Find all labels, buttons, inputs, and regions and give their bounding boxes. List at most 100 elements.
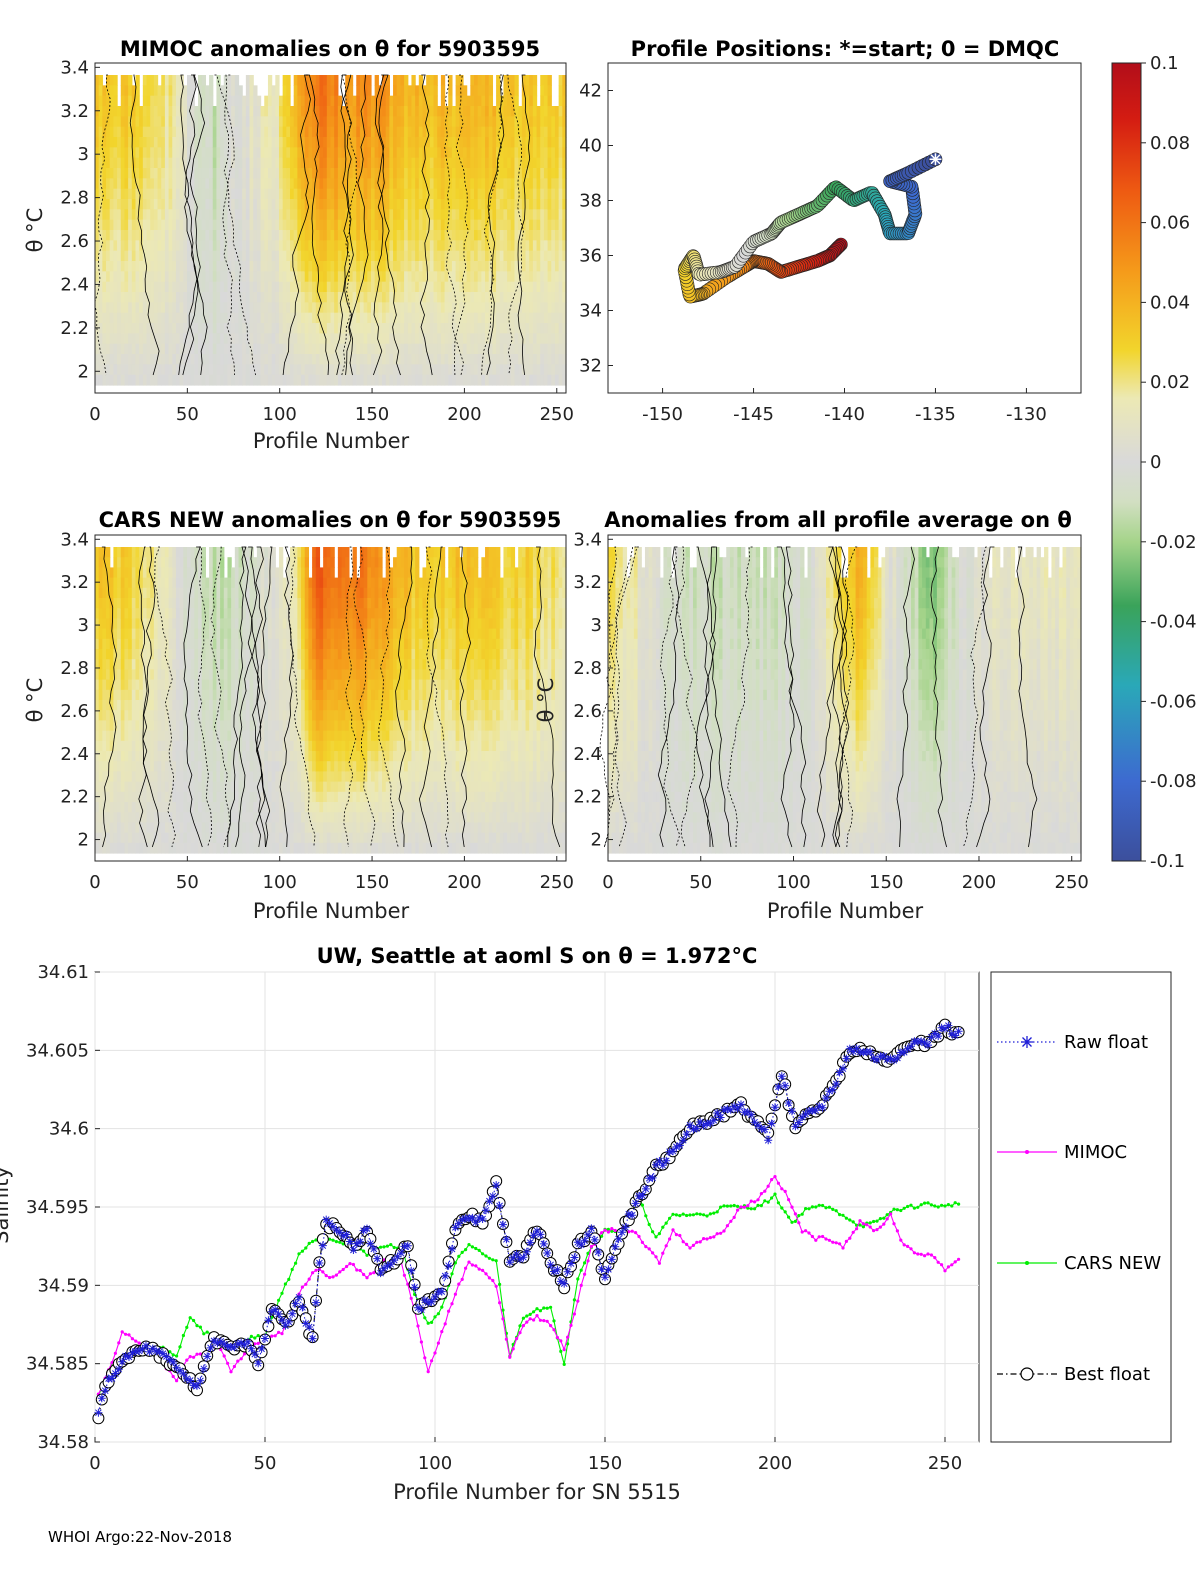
heatmap-cell (348, 75, 354, 86)
heatmap-cell (201, 281, 206, 293)
heatmap-cell (400, 302, 405, 314)
heatmap-cell (220, 333, 225, 345)
heatmap-cell (120, 126, 126, 138)
heatmap-cell (106, 302, 111, 314)
heatmap-cell (267, 354, 273, 365)
heatmap-cell (315, 137, 321, 148)
heatmap-cell (426, 116, 431, 128)
heatmap-cell (356, 116, 361, 128)
heatmap-cell (543, 75, 549, 86)
heatmap-cell (157, 761, 162, 772)
colorbar-tick-label: -0.04 (1150, 612, 1197, 633)
heatmap-cell (301, 230, 306, 241)
heatmap-cell (385, 250, 390, 262)
heatmap-cell (470, 147, 475, 159)
heatmap-cell (175, 659, 181, 670)
heatmap-cell (175, 638, 181, 650)
heatmap-cell (308, 302, 313, 314)
heatmap-cell (407, 250, 413, 262)
heatmap-cell (164, 842, 170, 854)
heatmap-cell (481, 281, 486, 293)
heatmap-cell (142, 271, 148, 283)
heatmap-cell (326, 75, 332, 86)
heatmap-cell (253, 137, 258, 148)
heatmap-cell (433, 116, 438, 128)
heatmap-cell (131, 230, 137, 241)
heatmap-cell (249, 126, 254, 138)
heatmap-cell (275, 281, 280, 293)
heatmap-cell (95, 354, 100, 365)
heatmap-cell (198, 618, 203, 630)
heatmap-cell (153, 567, 159, 579)
heatmap-cell (389, 281, 394, 293)
heatmap-cell (120, 628, 126, 640)
heatmap-cell (407, 323, 413, 334)
heatmap-cell (194, 587, 199, 599)
heatmap-cell (201, 302, 206, 314)
heatmap-cell (117, 577, 122, 589)
heatmap-cell (128, 740, 133, 752)
heatmap-cell (492, 137, 497, 148)
heatmap-cell (124, 343, 129, 355)
heatmap-cell (117, 240, 122, 252)
heatmap-cell (256, 116, 262, 128)
heatmap-cell (286, 292, 291, 303)
heatmap-cell (120, 343, 126, 355)
heatmap-cell (106, 710, 111, 721)
heatmap-cell (150, 557, 155, 568)
heatmap-cell (135, 137, 140, 148)
heatmap-cell (459, 219, 464, 231)
heatmap-cell (278, 364, 284, 376)
heatmap-cell (168, 730, 173, 742)
heatmap-cell (190, 822, 195, 834)
heatmap-cell (161, 302, 166, 314)
heatmap-cell (418, 343, 424, 355)
heatmap-cell (422, 106, 427, 117)
heatmap-cell (194, 751, 199, 762)
heatmap-cell (407, 312, 413, 324)
heatmap-cell (157, 240, 162, 252)
heatmap-cell (98, 157, 103, 169)
heatmap-cell (323, 126, 328, 138)
heatmap-cell (499, 188, 505, 200)
heatmap-cell (245, 354, 251, 365)
heatmap-cell (131, 802, 137, 813)
heatmap-cell (337, 126, 343, 138)
heatmap-cell (186, 659, 192, 670)
heatmap-cell (124, 618, 129, 630)
heatmap-cell (451, 354, 457, 365)
heatmap-cell (146, 761, 151, 772)
heatmap-cell (216, 271, 221, 283)
heatmap-cell (499, 147, 505, 159)
heatmap-cell (245, 137, 251, 148)
heatmap-cell (260, 157, 265, 169)
heatmap-cell (161, 106, 166, 117)
heatmap-cell (356, 323, 361, 334)
heatmap-cell (462, 126, 468, 138)
heatmap-cell (164, 771, 170, 783)
heatmap-cell (231, 240, 236, 252)
heatmap-cell (466, 302, 471, 314)
heatmap-cell (499, 292, 505, 303)
heatmap-cell (308, 85, 313, 97)
heatmap-cell (102, 292, 107, 303)
heatmap-cell (389, 364, 394, 376)
heatmap-cell (161, 354, 166, 365)
heatmap-cell (503, 261, 508, 272)
heatmap-cell (315, 240, 321, 252)
heatmap-cell (157, 822, 162, 834)
heatmap-cell (370, 178, 376, 190)
heatmap-cell (253, 374, 258, 386)
heatmap-cell (466, 209, 471, 221)
heatmap-cell (172, 106, 177, 117)
heatmap-cell (164, 137, 170, 148)
heatmap-cell (459, 106, 464, 117)
heatmap-cell (139, 374, 144, 386)
heatmap-cell (554, 292, 560, 303)
heatmap-cell (323, 75, 328, 86)
heatmap-cell (418, 312, 424, 324)
heatmap-cell (175, 209, 181, 221)
heatmap-cell (150, 302, 155, 314)
heatmap-cell (558, 137, 563, 148)
